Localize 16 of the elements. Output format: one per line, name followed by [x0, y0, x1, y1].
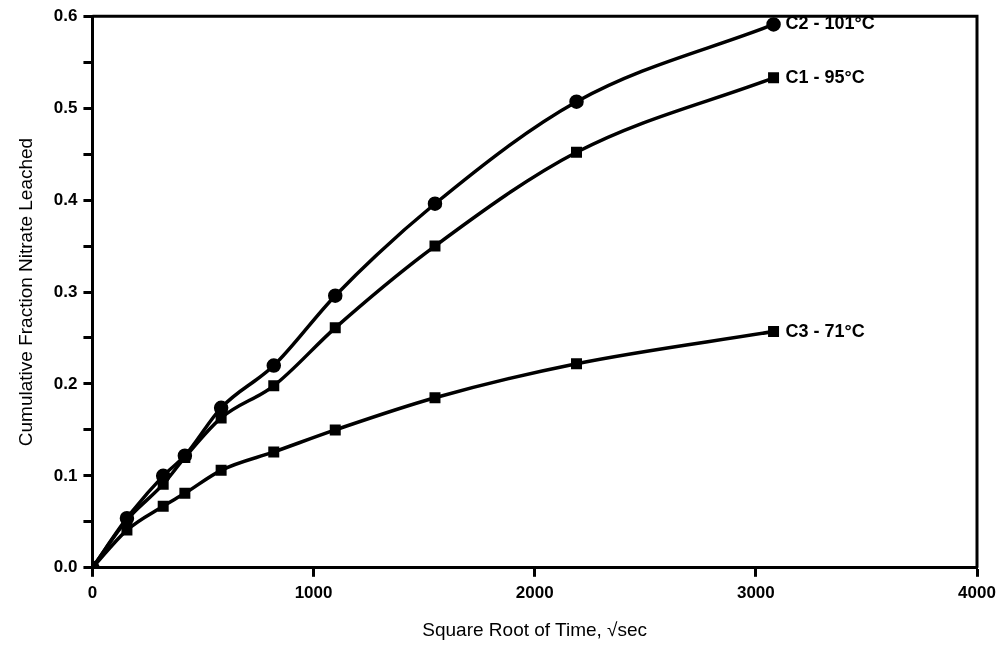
- series-label: C3 - 71°C: [785, 320, 865, 341]
- x-tick-label: 3000: [736, 582, 775, 602]
- y-tick-label: 0.3: [53, 281, 78, 301]
- y-tick-label: 0.4: [53, 189, 78, 209]
- y-tick-label: 0.6: [53, 5, 78, 25]
- y-tick-label: 0.0: [53, 557, 78, 577]
- x-tick-label: 1000: [294, 582, 333, 602]
- y-axis-title: Cumulative Fraction Nitrate Leached: [14, 137, 36, 447]
- x-tick-label: 4000: [958, 582, 996, 602]
- y-tick-label: 0.1: [53, 465, 78, 485]
- x-tick-label: 2000: [515, 582, 554, 602]
- x-axis-title: Square Root of Time, √sec: [422, 618, 648, 640]
- y-tick-label: 0.2: [53, 373, 78, 393]
- series-label: C1 - 95°C: [785, 66, 865, 87]
- x-tick-label: 0: [87, 582, 98, 602]
- y-tick-label: 0.5: [53, 97, 78, 117]
